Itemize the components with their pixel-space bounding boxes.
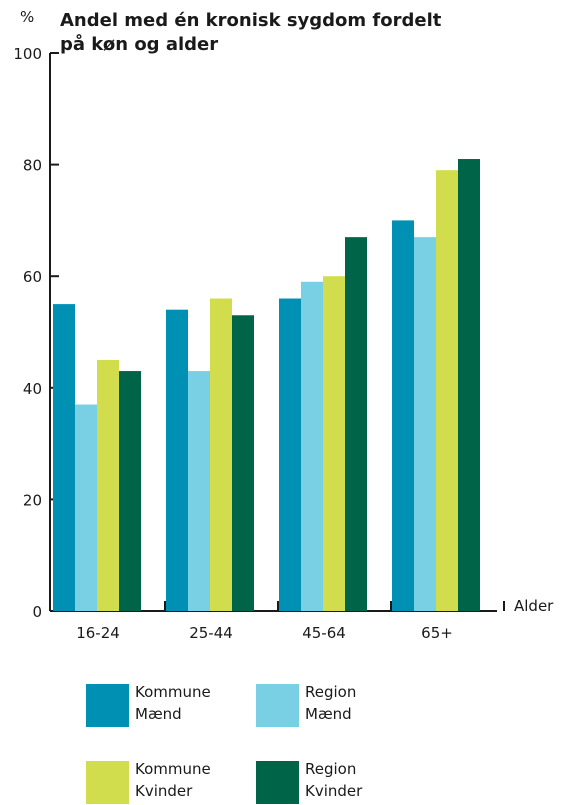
legend-swatch (86, 684, 129, 727)
bar (323, 276, 345, 611)
legend-label: Mænd (135, 705, 182, 723)
x-tick-label: 45-64 (302, 624, 346, 642)
axes: 0 20 40 60 80 100 16-24 25-44 45-64 65+ (13, 45, 505, 642)
y-tick-label: 0 (32, 603, 42, 621)
bar (436, 170, 458, 611)
x-tick-label: 25-44 (189, 624, 233, 642)
bar (392, 220, 414, 611)
bar (345, 237, 367, 611)
bar (97, 359, 119, 611)
bar (119, 371, 141, 611)
bar (166, 309, 188, 611)
chart-title-line-1: Andel med én kronisk sygdom fordelt (60, 10, 442, 31)
bar (210, 298, 232, 611)
legend-label: Region (305, 760, 356, 778)
x-tick-label: 16-24 (76, 624, 120, 642)
y-tick-label: 80 (23, 157, 42, 175)
legend-swatch (256, 761, 299, 804)
x-axis-label: Alder (514, 597, 554, 615)
bar (188, 371, 210, 611)
legend: Kommune Mænd Region Mænd Kommune Kvinder Regio… (86, 683, 363, 804)
y-tick-label: 20 (23, 491, 42, 509)
legend-label: Region (305, 683, 356, 701)
y-tick-label: 40 (23, 380, 42, 398)
legend-label: Kvinder (305, 782, 363, 800)
legend-swatch (256, 684, 299, 727)
chart-title-line-2: på køn og alder (60, 33, 218, 55)
bar (414, 237, 436, 611)
legend-label: Mænd (305, 705, 352, 723)
x-tick-label: 65+ (421, 624, 453, 642)
legend-label: Kommune (135, 683, 211, 701)
bar (458, 159, 480, 611)
legend-label: Kommune (135, 760, 211, 778)
bar (75, 404, 97, 611)
bar (53, 304, 75, 611)
bar (301, 281, 323, 611)
bar (279, 298, 301, 611)
bars (53, 159, 480, 611)
legend-label: Kvinder (135, 782, 193, 800)
bar (232, 315, 254, 611)
legend-swatch (86, 761, 129, 804)
y-axis-unit-label: % (20, 8, 34, 26)
y-tick-label: 100 (13, 45, 42, 63)
y-tick-label: 60 (23, 268, 42, 286)
